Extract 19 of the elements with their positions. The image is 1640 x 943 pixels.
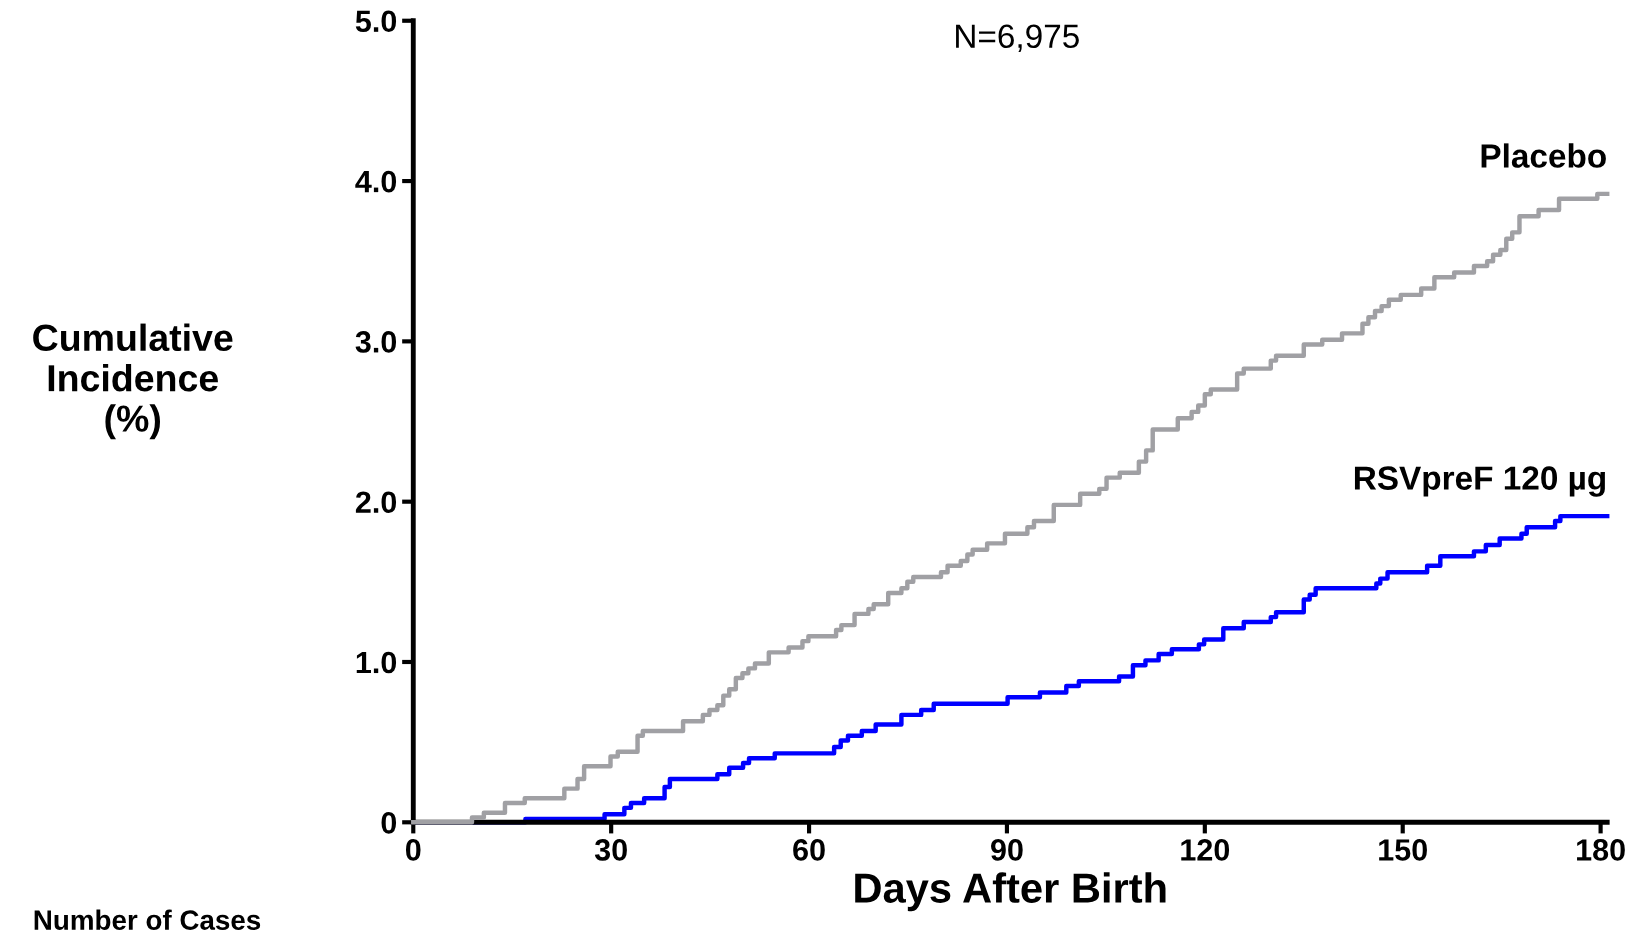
y-tick-label: 1.0 bbox=[356, 651, 397, 674]
y-axis-title: Cumulative Incidence (%) bbox=[33, 323, 233, 440]
x-axis-title: Days After Birth bbox=[855, 872, 1166, 912]
text: Number of Cases bbox=[34, 909, 261, 930]
annotation: N=6,975 bbox=[956, 24, 1079, 52]
y-tick-label: 4.0 bbox=[355, 170, 397, 193]
x-tick-label: 180 bbox=[1577, 839, 1625, 861]
y-tick-label: 3.0 bbox=[355, 331, 397, 353]
x-tick-label: 60 bbox=[793, 839, 825, 861]
y-tick-label: 5.0 bbox=[355, 10, 397, 33]
series-label: RSVpreF 120 µg bbox=[1354, 466, 1605, 497]
x-tick-label: 150 bbox=[1379, 839, 1427, 861]
x-tick-label: 120 bbox=[1181, 839, 1230, 861]
x-tick-label: 0 bbox=[405, 839, 421, 861]
series-label: Placebo bbox=[1481, 143, 1606, 168]
y-tick-label: 0 bbox=[381, 812, 397, 834]
x-tick-label: 90 bbox=[991, 839, 1023, 861]
y-tick-label: 2.0 bbox=[355, 491, 397, 514]
x-tick-label: 30 bbox=[594, 839, 627, 861]
